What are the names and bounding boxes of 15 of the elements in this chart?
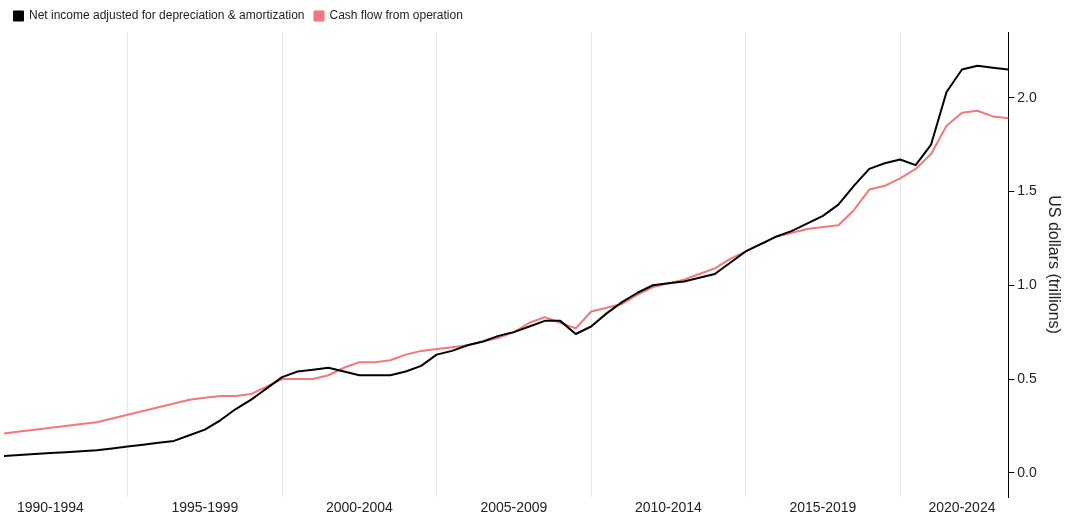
legend-label: Cash flow from operation: [329, 8, 463, 23]
x-tick-label: 1990-1994: [16, 499, 85, 516]
legend-label: Net income adjusted for depreciation & amortization: [29, 8, 305, 23]
x-tick-label: 2000-2004: [325, 499, 394, 516]
x-tick-label: 2005-2009: [480, 499, 548, 516]
y-tick-label: 1.5: [1017, 182, 1038, 199]
x-tick-label: 2020-2024: [928, 499, 996, 516]
x-tick-label: 2015-2019: [789, 499, 857, 516]
y-axis-title: US dollars (trillions): [1045, 195, 1063, 334]
y-tick-label: 1.0: [1017, 276, 1038, 293]
x-tick-label: 1995-1999: [171, 499, 239, 516]
y-tick-label: 0.0: [1017, 463, 1038, 480]
y-tick-label: 2.0: [1017, 88, 1038, 105]
y-tick-label: 0.5: [1017, 369, 1038, 386]
x-tick-label: 2010-2014: [634, 499, 703, 516]
